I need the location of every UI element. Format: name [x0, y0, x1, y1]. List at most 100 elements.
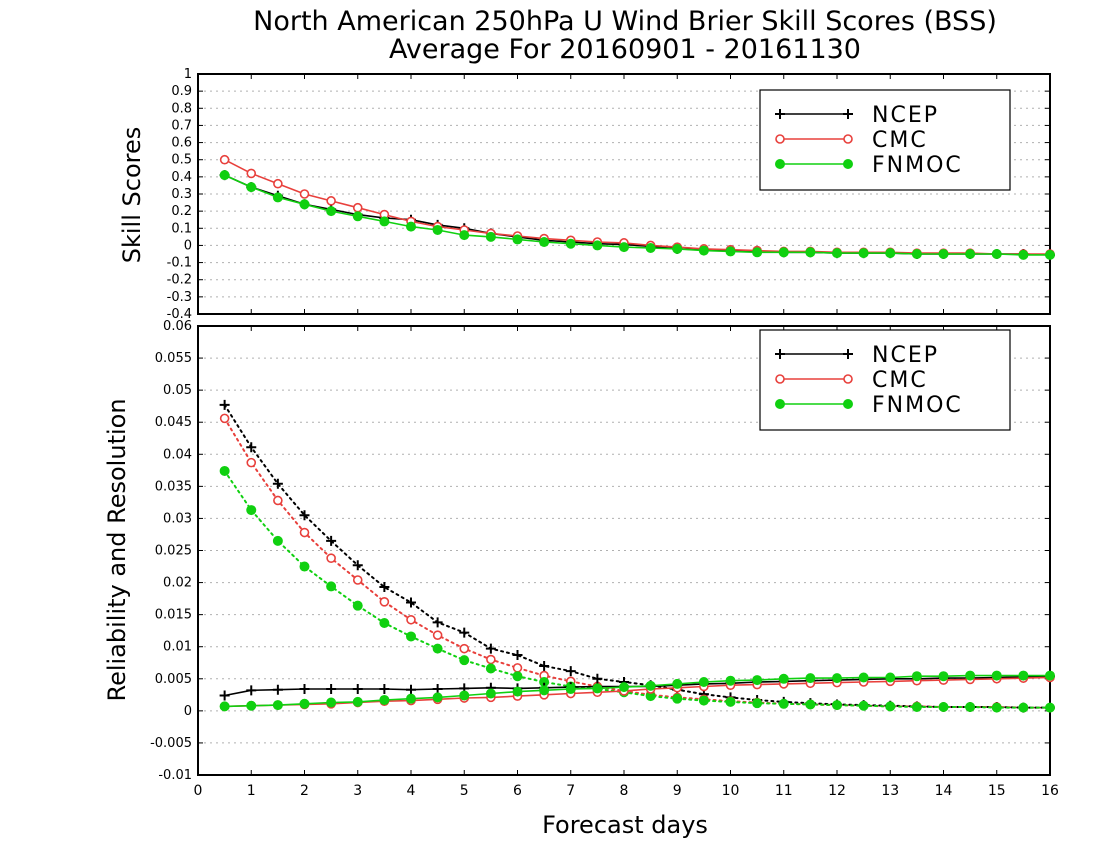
data-point	[832, 673, 842, 684]
series-ncep-resolution	[219, 399, 1055, 713]
x-tick-label: 10	[722, 783, 740, 799]
data-point	[299, 684, 310, 695]
data-point	[246, 505, 257, 516]
x-tick-label: 16	[1041, 783, 1059, 799]
y-tick-label: 0.7	[171, 118, 192, 133]
bottom-panel-y-axis-label: Reliability and Resolution	[103, 398, 131, 701]
data-point	[326, 684, 337, 695]
data-point	[512, 663, 523, 673]
y-tick-label: 0.035	[155, 479, 192, 494]
series-cmc-resolution	[219, 413, 1055, 713]
y-tick-label: 0.9	[171, 84, 192, 99]
data-point	[911, 671, 922, 682]
data-point	[965, 249, 976, 259]
data-point	[832, 700, 842, 711]
data-point	[485, 643, 496, 654]
data-point	[432, 225, 443, 235]
data-point	[752, 698, 763, 709]
data-point	[752, 247, 763, 258]
data-point	[379, 617, 390, 628]
x-tick-label: 2	[300, 783, 309, 799]
data-point	[272, 535, 283, 546]
y-tick-label: 1	[184, 67, 192, 82]
data-point	[592, 683, 603, 694]
y-tick-label: -0.4	[167, 307, 192, 322]
x-tick-label: 0	[194, 783, 203, 799]
data-point	[246, 700, 257, 711]
x-tick-label: 9	[673, 783, 682, 799]
data-point	[486, 654, 496, 665]
legend-marker	[775, 399, 785, 409]
data-point	[352, 684, 363, 695]
y-tick-label: 0.05	[163, 383, 192, 398]
data-point	[219, 690, 230, 701]
data-point	[698, 695, 709, 706]
data-point	[672, 678, 683, 689]
series-line	[223, 403, 1051, 709]
legend-label-cmc: CMC	[872, 128, 928, 153]
y-tick-label: 0.04	[163, 447, 192, 462]
data-point	[1045, 249, 1055, 260]
legend-marker	[843, 349, 853, 359]
data-point	[565, 666, 576, 677]
data-point	[326, 206, 337, 217]
data-point	[299, 698, 310, 709]
data-point	[352, 696, 363, 707]
data-point	[725, 246, 736, 257]
data-point	[1018, 670, 1029, 681]
data-point	[512, 650, 523, 661]
data-point	[406, 221, 416, 232]
data-point	[512, 686, 523, 697]
data-point	[246, 168, 257, 179]
data-point	[645, 680, 656, 691]
y-tick-label: -0.01	[158, 768, 192, 783]
data-point	[672, 693, 683, 704]
data-point	[299, 527, 310, 538]
data-point	[219, 170, 230, 181]
y-tick-label: 0.03	[163, 511, 192, 526]
data-point	[698, 245, 709, 256]
y-tick-label: 0.005	[155, 672, 192, 687]
panel-1: 0.060.0550.050.0450.040.0350.030.0250.02…	[150, 319, 1059, 799]
data-point	[619, 242, 629, 253]
data-point	[805, 673, 816, 684]
data-point	[991, 249, 1002, 259]
y-tick-label: 0.1	[171, 221, 192, 236]
data-point	[858, 248, 869, 259]
data-point	[352, 211, 363, 222]
x-tick-label: 3	[353, 783, 362, 799]
y-tick-label: 0.015	[155, 608, 192, 623]
y-tick-label: 0.025	[155, 544, 192, 559]
legend-label-ncep: NCEP	[872, 343, 939, 368]
plot-frame	[197, 73, 1051, 315]
data-point	[246, 457, 257, 468]
data-point	[911, 249, 922, 259]
data-point	[965, 702, 976, 713]
data-point	[379, 684, 390, 695]
legend-marker	[843, 159, 853, 169]
data-point	[379, 582, 390, 593]
data-point	[832, 248, 842, 259]
data-point	[725, 696, 736, 707]
y-tick-label: -0.2	[167, 273, 192, 288]
legend-label-fnmoc: FNMOC	[872, 153, 963, 178]
data-point	[938, 702, 949, 713]
series-line	[223, 470, 1051, 709]
data-point	[858, 700, 869, 711]
data-point	[352, 560, 363, 571]
data-point	[219, 465, 230, 476]
data-point	[885, 248, 896, 259]
legend-label-cmc: CMC	[872, 368, 928, 393]
data-point	[485, 231, 496, 242]
data-point	[352, 600, 363, 611]
data-point	[805, 699, 816, 710]
x-tick-label: 8	[620, 783, 629, 799]
y-tick-label: -0.005	[150, 736, 192, 751]
series-line	[223, 417, 1051, 709]
data-point	[432, 630, 443, 640]
data-point	[672, 243, 683, 254]
x-axis-label: Forecast days	[542, 811, 708, 839]
y-tick-label: 0.4	[171, 170, 192, 185]
